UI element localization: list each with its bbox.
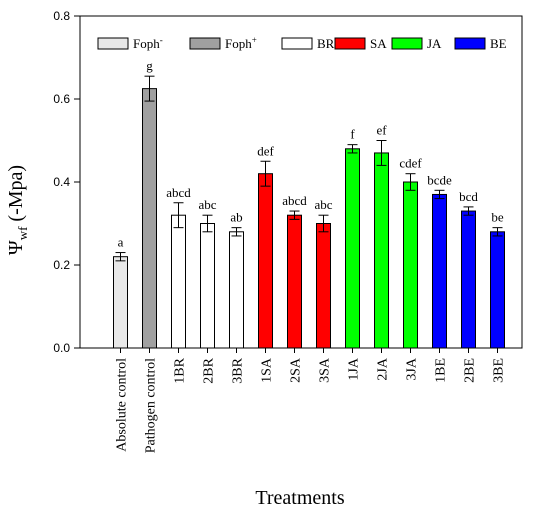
bar: [316, 223, 331, 349]
x-tick-label: Absolute control: [115, 358, 130, 452]
legend-label: JA: [427, 36, 442, 51]
significance-letter: abc: [198, 197, 216, 212]
x-tick-label: 3BE: [492, 358, 507, 383]
x-tick-label: 3BR: [231, 357, 246, 383]
significance-letter: g: [146, 58, 153, 73]
x-tick-label: 1BE: [434, 358, 449, 383]
x-tick-label: Pathogen control: [144, 358, 159, 453]
y-axis-title-unit: (-Mpa): [5, 165, 27, 227]
significance-letter: cdef: [399, 156, 422, 171]
significance-letter: abc: [314, 197, 332, 212]
bar: [200, 223, 215, 349]
error-bar: [144, 75, 155, 102]
significance-letter: a: [118, 235, 124, 250]
legend-label: BR: [317, 36, 335, 51]
significance-letter: bcd: [459, 189, 478, 204]
bar: [432, 193, 447, 349]
bar: [374, 152, 389, 349]
legend-item: BR: [281, 36, 335, 51]
x-tick-label: 1BR: [173, 357, 188, 383]
legend-label: SA: [370, 36, 387, 51]
bar: [258, 173, 273, 349]
significance-letter: ab: [230, 210, 242, 225]
significance-letter: bcde: [427, 172, 452, 187]
y-axis: 0.0 0.2 0.4 0.6 0.8: [53, 9, 80, 355]
error-bar: [376, 140, 387, 166]
x-tick-label: 3JA: [405, 357, 420, 380]
x-tick-label: 2BE: [463, 358, 478, 383]
error-bar: [202, 214, 213, 233]
bar: [345, 148, 360, 349]
bar: [461, 210, 476, 349]
legend-swatch: [334, 37, 366, 50]
x-axis-title: Treatments: [255, 487, 344, 509]
legend-swatch: [189, 37, 221, 50]
legend: Foph- Foph+ BR SA JA BE: [97, 35, 507, 51]
error-bar: [173, 202, 184, 229]
legend-swatch: [391, 37, 423, 50]
bar: [113, 256, 128, 349]
bar: [171, 214, 186, 349]
x-axis: Absolute control Pathogen control 1BR 2BR 3B…: [115, 348, 507, 453]
bar: [287, 214, 302, 349]
legend-item: BE: [454, 36, 507, 51]
legend-item: Foph+: [189, 35, 257, 51]
legend-swatch: [454, 37, 486, 50]
x-tick-label: 2JA: [376, 357, 391, 380]
error-bar: [289, 210, 300, 220]
legend-swatch: [281, 37, 313, 50]
bar: [403, 181, 418, 349]
x-tick-label: 3SA: [318, 357, 333, 383]
error-bar: [231, 227, 242, 237]
error-bar: [463, 206, 474, 216]
error-bar: [405, 173, 416, 191]
y-tick-label: 0.4: [53, 175, 70, 189]
error-bar: [434, 189, 445, 200]
significance-letter: abcd: [166, 185, 191, 200]
x-tick-label: 2SA: [289, 357, 304, 383]
error-bar: [347, 144, 358, 154]
significance-letter: def: [257, 143, 274, 158]
legend-label: Foph-: [133, 35, 163, 51]
legend-item: Foph-: [97, 35, 163, 51]
error-bar: [260, 160, 271, 187]
legend-item: JA: [391, 36, 442, 51]
error-bar: [492, 227, 503, 237]
legend-label: BE: [490, 36, 507, 51]
error-bar: [115, 252, 126, 262]
y-tick-label: 0.6: [53, 92, 70, 106]
y-axis-title-subscript: wf: [15, 226, 30, 240]
y-tick-label: 0.8: [53, 9, 70, 23]
y-tick-label: 0.2: [53, 258, 70, 272]
x-tick-label: 1JA: [347, 357, 362, 380]
bar: [490, 231, 505, 349]
legend-label: Foph+: [225, 35, 257, 51]
bar: [142, 88, 157, 349]
significance-letter: ef: [376, 123, 387, 138]
significance-letter: be: [491, 210, 504, 225]
error-bar: [318, 214, 329, 233]
significance-letter: f: [350, 127, 355, 142]
legend-swatch: [97, 37, 129, 50]
y-tick-label: 0.0: [53, 341, 70, 355]
legend-item: SA: [334, 36, 387, 51]
x-tick-label: 1SA: [260, 357, 275, 383]
significance-letter: abcd: [282, 193, 307, 208]
y-axis-title-symbol: Ψ: [5, 240, 27, 255]
y-axis-title: Ψwf (-Mpa): [5, 165, 30, 255]
x-tick-label: 2BR: [202, 357, 217, 383]
bar: [229, 231, 244, 349]
